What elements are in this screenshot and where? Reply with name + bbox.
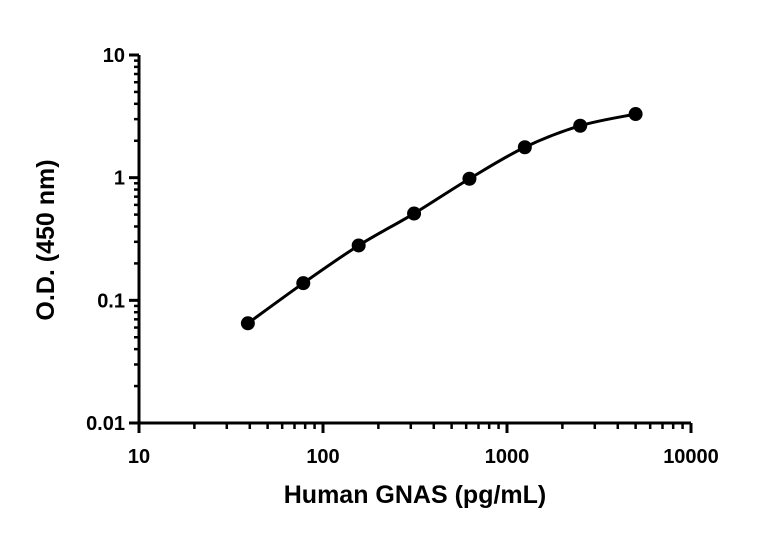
x-tick-label: 1000 [485, 446, 530, 468]
y-tick-label: 10 [103, 45, 125, 67]
data-points [240, 107, 643, 331]
y-tick-label: 1 [114, 168, 125, 190]
x-tick-label: 10 [128, 446, 150, 468]
data-point [296, 276, 311, 291]
x-axis-label: Human GNAS (pg/mL) [284, 481, 547, 509]
data-point [517, 140, 532, 155]
data-point [628, 107, 643, 122]
y-tick-label: 0.01 [86, 413, 125, 435]
y-axis-label: O.D. (450 nm) [32, 159, 60, 320]
axes [129, 53, 693, 433]
data-point [407, 206, 422, 221]
data-point [240, 316, 255, 331]
y-tick-label: 0.1 [97, 290, 125, 312]
data-point [351, 238, 366, 253]
data-point [462, 171, 477, 186]
fit-curve [246, 112, 636, 325]
x-tick-label: 100 [306, 446, 339, 468]
tick-labels: 0.01 0.1 1 10 10 100 1000 10000 [86, 45, 719, 468]
data-point [573, 118, 588, 133]
x-tick-label: 10000 [663, 446, 719, 468]
